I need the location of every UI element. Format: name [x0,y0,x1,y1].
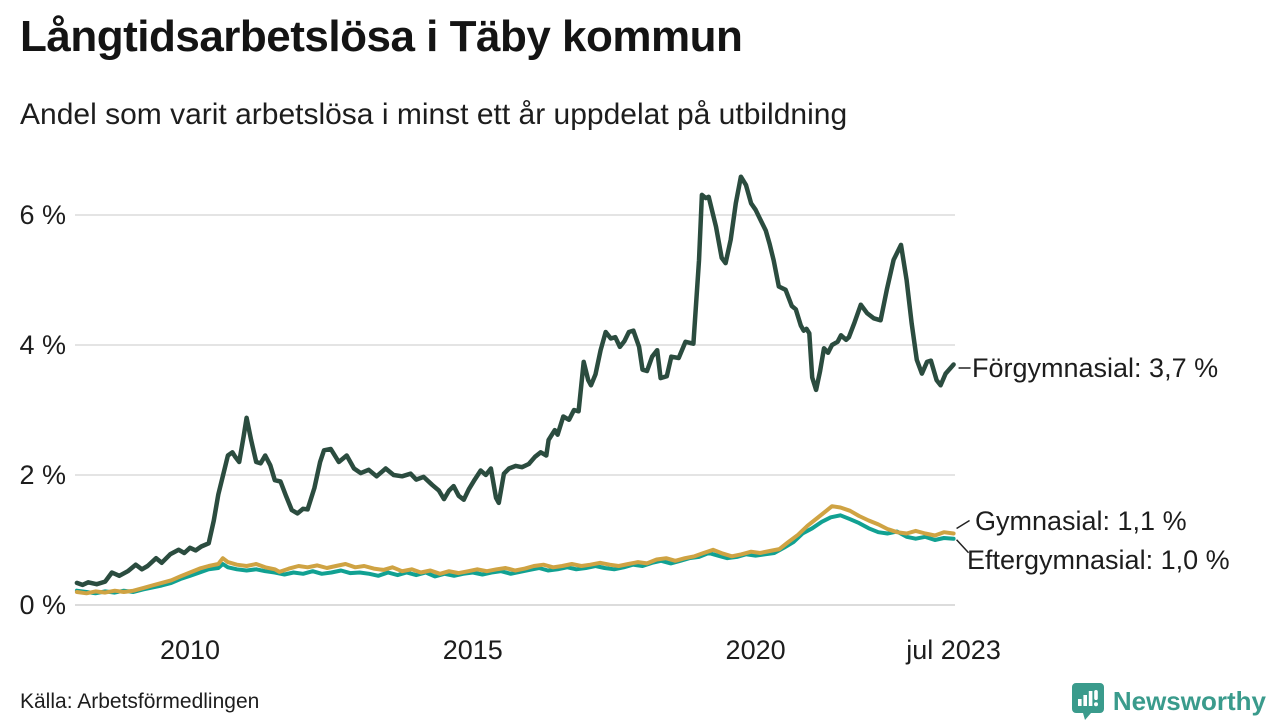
x-tick-label: 2010 [160,635,220,665]
y-tick-label: 2 % [19,460,66,490]
newsworthy-bubble-icon [1071,683,1104,720]
source-credit: Källa: Arbetsförmedlingen [20,690,260,713]
y-tick-label: 4 % [19,330,66,360]
x-tick-label: 2015 [443,635,503,665]
label-connector-gymnasial [956,519,970,530]
series-line-eftergymnasial [74,513,956,596]
series-label-eftergymnasial: Eftergymnasial: 1,0 % [967,545,1230,575]
series-line-gymnasial [74,504,956,596]
series-line-forgymnasial [74,174,956,588]
x-tick-label: jul 2023 [905,635,1001,665]
x-tick-label: 2020 [726,635,786,665]
label-connector-eftergymnasial [956,539,970,554]
chart-subtitle: Andel som varit arbetslösa i minst ett å… [20,98,848,131]
series-label-forgymnasial: Förgymnasial: 3,7 % [972,353,1219,383]
brand-name: Newsworthy [1112,685,1266,716]
newsworthy-logo: Newsworthy [1071,682,1266,720]
y-tick-label: 0 % [19,590,66,620]
y-tick-label: 6 % [19,200,66,230]
chart-title: Långtidsarbetslösa i Täby kommun [20,12,743,61]
series-label-gymnasial: Gymnasial: 1,1 % [975,506,1187,536]
